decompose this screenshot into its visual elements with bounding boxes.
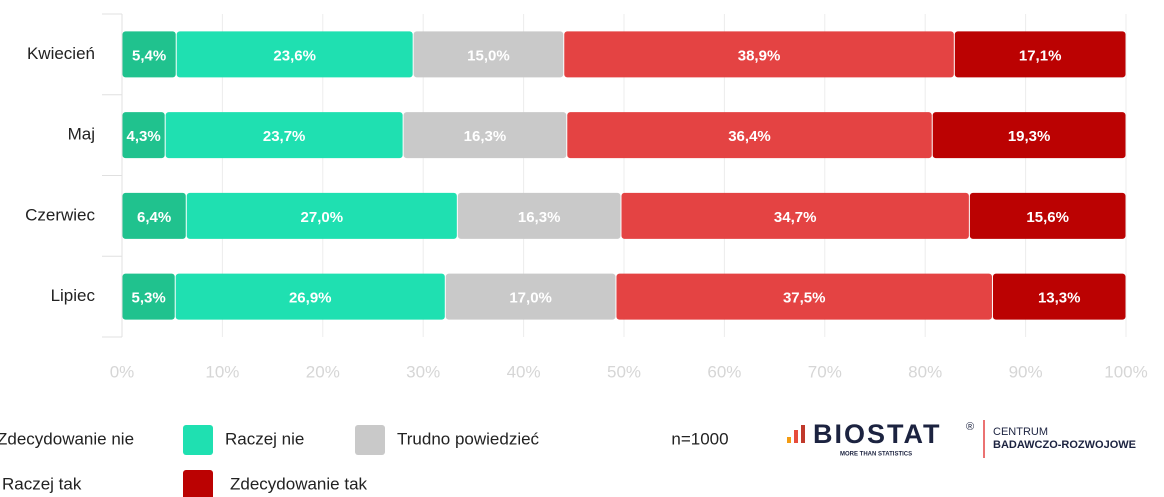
- legend-label: Trudno powiedzieć: [397, 429, 540, 448]
- bar-segment: [122, 273, 175, 320]
- x-tick-label: 90%: [1009, 362, 1043, 381]
- bar-segment: [969, 192, 1126, 239]
- bar-segment: [621, 192, 969, 239]
- value-label: 26,9%: [289, 290, 332, 307]
- x-tick-label: 0%: [110, 362, 135, 381]
- bar-segment: [165, 112, 403, 159]
- logo: BIOSTAT ® MORE THAN STATISTICS CENTRUM B…: [787, 419, 1136, 458]
- value-label: 13,3%: [1038, 290, 1081, 307]
- y-tick-label: Maj: [68, 125, 95, 144]
- logo-bar: [794, 430, 798, 443]
- x-tick-label: 70%: [808, 362, 842, 381]
- logo-line2: BADAWCZO-ROZWOJOWE: [993, 439, 1136, 451]
- x-tick-label: 100%: [1104, 362, 1147, 381]
- bar-segment: [122, 192, 186, 239]
- x-tick-label: 80%: [908, 362, 942, 381]
- bar-segment: [413, 31, 564, 78]
- value-label: 23,7%: [263, 128, 306, 145]
- bar-segment: [445, 273, 616, 320]
- y-tick-label: Kwiecień: [27, 44, 95, 63]
- value-label: 37,5%: [783, 290, 826, 307]
- bar-segment: [176, 31, 413, 78]
- x-tick-label: 20%: [306, 362, 340, 381]
- bar-segment: [122, 112, 165, 159]
- value-label: 34,7%: [774, 209, 817, 226]
- bar-segment: [567, 112, 932, 159]
- legend-swatch: [183, 470, 213, 497]
- y-tick-label: Lipiec: [51, 286, 96, 305]
- value-label: 5,4%: [132, 47, 166, 64]
- value-label: 23,6%: [273, 47, 316, 64]
- value-label: 36,4%: [728, 128, 771, 145]
- x-tick-label: 10%: [205, 362, 239, 381]
- value-label: 6,4%: [137, 209, 171, 226]
- value-label: 15,6%: [1026, 209, 1069, 226]
- bar-segment: [954, 31, 1126, 78]
- bar-segment: [186, 192, 457, 239]
- value-label: 38,9%: [738, 47, 781, 64]
- value-label: 16,3%: [464, 128, 507, 145]
- bar-segment: [616, 273, 992, 320]
- x-tick-label: 30%: [406, 362, 440, 381]
- legend-label: Raczej tak: [2, 474, 82, 493]
- value-label: 19,3%: [1008, 128, 1051, 145]
- logo-bar: [787, 437, 791, 443]
- logo-tagline: MORE THAN STATISTICS: [840, 452, 912, 458]
- x-tick-label: 40%: [507, 362, 541, 381]
- y-tick-label: Czerwiec: [25, 205, 95, 224]
- value-label: 4,3%: [126, 128, 160, 145]
- value-label: 5,3%: [132, 290, 166, 307]
- logo-name: BIOSTAT: [813, 419, 942, 449]
- value-label: 16,3%: [518, 209, 561, 226]
- value-label: 27,0%: [301, 209, 344, 226]
- legend-swatch: [355, 425, 385, 455]
- bar-segment: [122, 31, 176, 78]
- bar-segment: [564, 31, 954, 78]
- bar-segment: [457, 192, 621, 239]
- logo-registered: ®: [966, 421, 974, 433]
- sample-note: n=1000: [671, 429, 728, 448]
- value-label: 15,0%: [467, 47, 510, 64]
- value-label: 17,0%: [509, 290, 552, 307]
- legend-label: Zdecydowanie nie: [0, 429, 134, 448]
- legend-swatch: [183, 425, 213, 455]
- x-tick-label: 50%: [607, 362, 641, 381]
- legend-label: Raczej nie: [225, 429, 304, 448]
- x-tick-label: 60%: [707, 362, 741, 381]
- bar-segment: [932, 112, 1126, 159]
- bar-segment: [175, 273, 445, 320]
- logo-bar: [801, 425, 805, 443]
- bar-segment: [992, 273, 1126, 320]
- logo-line1: CENTRUM: [993, 426, 1048, 438]
- value-label: 17,1%: [1019, 47, 1062, 64]
- legend-label: Zdecydowanie tak: [230, 474, 368, 493]
- bar-segment: [403, 112, 567, 159]
